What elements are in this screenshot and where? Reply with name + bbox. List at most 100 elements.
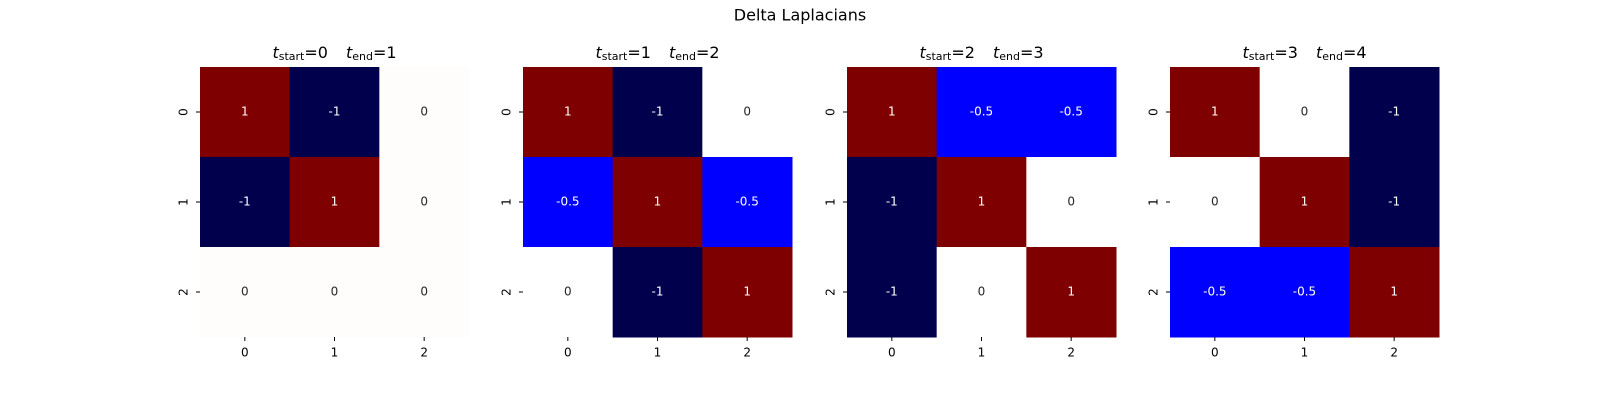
x-tick-label: 1	[654, 346, 662, 360]
heatmap-cell	[200, 157, 291, 248]
title-value: =3	[1020, 43, 1044, 62]
heatmap-cell	[523, 157, 614, 248]
heatmap-cell	[936, 157, 1027, 248]
cell-label: 1	[978, 195, 986, 209]
cell-label: -0.5	[556, 195, 579, 209]
cell-label: -1	[329, 105, 341, 119]
heatmap-cell	[1349, 157, 1440, 248]
title-subscript: start	[1249, 50, 1275, 63]
figure-title: Delta Laplacians	[734, 6, 866, 25]
x-tick-label: 1	[1301, 346, 1309, 360]
cell-label: -1	[886, 285, 898, 299]
y-tick-label: 2	[1147, 288, 1161, 296]
cell-label: 0	[743, 105, 751, 119]
heatmap-cell	[379, 247, 470, 338]
heatmap-cell	[847, 157, 938, 248]
heatmap-cell	[200, 67, 291, 158]
title-subscript: start	[279, 50, 305, 63]
heatmap-cell	[612, 157, 703, 248]
chart-title: tstart=0 tend=1	[272, 43, 396, 64]
cell-label: -1	[1388, 105, 1400, 119]
cell-label: 0	[420, 285, 428, 299]
x-tick-label: 2	[1067, 346, 1075, 360]
x-tick-label: 0	[888, 346, 896, 360]
heatmap-cell	[1026, 157, 1117, 248]
cell-label: 1	[241, 105, 249, 119]
title-variable: t	[346, 43, 353, 62]
cell-label: -1	[652, 105, 664, 119]
title-subscript: start	[602, 50, 628, 63]
cell-label: 0	[978, 285, 986, 299]
x-tick-label: 2	[420, 346, 428, 360]
cell-label: 0	[1067, 195, 1075, 209]
cell-label: 0	[1211, 195, 1219, 209]
heatmap-cell	[702, 67, 793, 158]
cell-label: 1	[1067, 285, 1075, 299]
title-value: =2	[951, 43, 975, 62]
x-tick-label: 0	[241, 346, 249, 360]
heatmap-cell	[289, 157, 380, 248]
title-value: =1	[627, 43, 651, 62]
x-tick-label: 0	[1211, 346, 1219, 360]
y-tick-label: 1	[177, 198, 191, 206]
title-value: =3	[1274, 43, 1298, 62]
heatmap-cell	[702, 247, 793, 338]
title-variable: t	[1242, 43, 1249, 62]
title-variable: t	[595, 43, 602, 62]
title-subscript: end	[999, 50, 1020, 63]
title-variable: t	[993, 43, 1000, 62]
heatmap-cell	[1349, 247, 1440, 338]
cell-label: -0.5	[735, 195, 758, 209]
cell-label: -0.5	[1059, 105, 1082, 119]
title-value: =4	[1343, 43, 1367, 62]
heatmap-cell	[1170, 67, 1261, 158]
heatmap-cell	[379, 67, 470, 158]
title-subscript: start	[926, 50, 952, 63]
title-variable: t	[919, 43, 926, 62]
heatmap-cell	[936, 67, 1027, 158]
title-subscript: end	[675, 50, 696, 63]
title-subscript: end	[1322, 50, 1343, 63]
x-tick-label: 0	[564, 346, 572, 360]
x-tick-label: 1	[978, 346, 986, 360]
heatmap-cell	[1349, 67, 1440, 158]
heatmap-cell	[1026, 67, 1117, 158]
heatmap-cell	[936, 247, 1027, 338]
heatmap-cell	[1259, 157, 1350, 248]
heatmap-cell	[847, 247, 938, 338]
heatmap-cell	[612, 67, 703, 158]
cell-label: 1	[1390, 285, 1398, 299]
cell-label: -0.5	[1293, 285, 1316, 299]
cell-label: -0.5	[1203, 285, 1226, 299]
y-tick-label: 0	[824, 108, 838, 116]
y-tick-label: 2	[177, 288, 191, 296]
cell-label: -0.5	[970, 105, 993, 119]
cell-label: 1	[1301, 195, 1309, 209]
heatmap-cell	[200, 247, 291, 338]
heatmap-cell	[702, 157, 793, 248]
heatmap-cell	[1259, 67, 1350, 158]
y-tick-label: 1	[1147, 198, 1161, 206]
cell-label: 0	[241, 285, 249, 299]
cell-label: 1	[743, 285, 751, 299]
cell-label: -1	[239, 195, 251, 209]
heatmap-cell	[1259, 247, 1350, 338]
title-value: =1	[373, 43, 397, 62]
heatmap-cell	[523, 67, 614, 158]
cell-label: 0	[420, 105, 428, 119]
title-variable: t	[669, 43, 676, 62]
title-subscript: end	[352, 50, 373, 63]
chart-title: tstart=1 tend=2	[595, 43, 719, 64]
cell-label: 1	[1211, 105, 1219, 119]
y-tick-label: 0	[177, 108, 191, 116]
heatmap-cell	[289, 67, 380, 158]
heatmap-cell	[847, 67, 938, 158]
cell-label: -1	[1388, 195, 1400, 209]
x-tick-label: 2	[1390, 346, 1398, 360]
y-tick-label: 1	[824, 198, 838, 206]
y-tick-label: 2	[824, 288, 838, 296]
cell-label: 1	[888, 105, 896, 119]
cell-label: 1	[654, 195, 662, 209]
title-variable: t	[1316, 43, 1323, 62]
